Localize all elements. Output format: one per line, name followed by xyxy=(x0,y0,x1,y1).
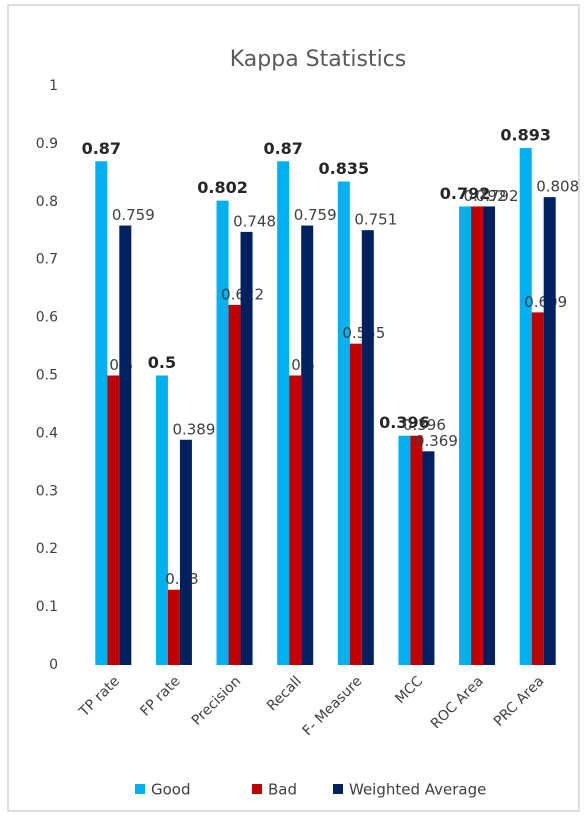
data-label: 0.87 xyxy=(263,139,302,158)
data-label: 0.835 xyxy=(319,159,370,178)
bar xyxy=(289,375,302,665)
y-tick-label: 0.6 xyxy=(36,310,58,326)
y-tick-label: 0.7 xyxy=(36,252,58,268)
bar xyxy=(155,375,168,665)
bar xyxy=(349,343,362,665)
bar xyxy=(531,312,544,665)
data-label: 0.87 xyxy=(82,139,121,158)
bar xyxy=(228,304,241,665)
legend-label: Weighted Average xyxy=(349,781,486,799)
legend-label: Bad xyxy=(268,781,297,799)
bar xyxy=(410,435,423,665)
y-tick-label: 1 xyxy=(49,78,58,94)
data-label: 0.751 xyxy=(354,211,397,229)
data-label: 0.792 xyxy=(476,187,519,205)
data-label: 0.759 xyxy=(112,206,155,224)
data-label: 0.748 xyxy=(233,212,276,230)
bar xyxy=(95,161,108,665)
data-label: 0.808 xyxy=(536,178,579,196)
y-tick-label: 0.4 xyxy=(36,425,58,441)
bar xyxy=(167,589,180,665)
bar xyxy=(301,225,314,665)
data-label: 0.792 xyxy=(464,187,507,205)
bar xyxy=(471,206,484,665)
bar xyxy=(398,435,411,665)
bar xyxy=(216,200,229,665)
data-label: 0.802 xyxy=(197,178,248,197)
bar xyxy=(179,439,192,665)
y-tick-label: 0.3 xyxy=(36,483,58,499)
data-label: 0.396 xyxy=(379,413,430,432)
bar xyxy=(361,230,374,665)
bar xyxy=(277,161,290,665)
bar xyxy=(240,231,253,665)
legend-swatch xyxy=(135,784,145,794)
data-label: 0.792 xyxy=(440,184,491,203)
data-label: 0.396 xyxy=(403,416,446,434)
data-label: 0.5 xyxy=(148,353,176,372)
bar xyxy=(543,197,556,665)
y-tick-label: 0.9 xyxy=(36,136,58,152)
y-tick-label: 0.1 xyxy=(36,599,58,615)
bar xyxy=(337,181,350,665)
data-label: 0.759 xyxy=(294,206,337,224)
chart-title: Kappa Statistics xyxy=(230,47,407,72)
bar xyxy=(459,206,472,665)
data-label: 0.369 xyxy=(415,432,458,450)
y-tick-label: 0.2 xyxy=(36,541,58,557)
bar xyxy=(483,206,496,665)
bar xyxy=(422,451,435,665)
legend-swatch xyxy=(252,784,262,794)
y-tick-label: 0.8 xyxy=(36,194,58,210)
bar xyxy=(119,225,132,665)
legend-swatch xyxy=(333,784,343,794)
y-tick-label: 0.5 xyxy=(36,368,58,384)
y-tick-label: 0 xyxy=(49,657,58,673)
data-label: 0.389 xyxy=(172,420,215,438)
bar xyxy=(519,147,532,665)
data-label: 0.893 xyxy=(500,125,551,144)
legend-label: Good xyxy=(151,781,191,799)
bar xyxy=(107,375,120,665)
